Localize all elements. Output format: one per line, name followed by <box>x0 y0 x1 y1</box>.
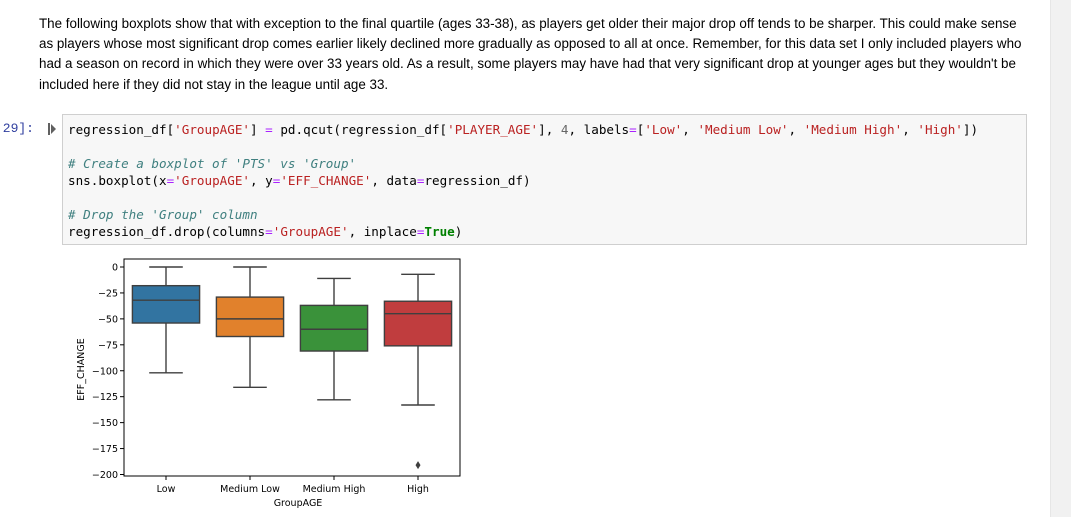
code-comment-line-6: # Drop the 'Group' column <box>68 207 258 222</box>
collapse-arrow-icon-glyph <box>48 123 56 135</box>
y-tick-label: −175 <box>92 444 118 455</box>
collapse-arrow-icon[interactable] <box>45 122 59 136</box>
markdown-cell-text: The following boxplots show that with ex… <box>39 16 1022 92</box>
y-tick-label: −100 <box>92 366 118 377</box>
boxplot-output: 0 −25 −50 −75 −100 −125 −150 −175 −200 Low Medium … <box>62 252 472 519</box>
y-axis-label: EFF_CHANGE <box>76 338 87 400</box>
x-tick-label: High <box>407 484 429 495</box>
code-text: regression_df['GroupAGE'] = pd.qcut(regr… <box>68 121 978 240</box>
cell-execution-count: 29]: <box>2 121 34 136</box>
box-medium-low <box>215 296 285 338</box>
y-tick-label: −50 <box>98 314 118 325</box>
x-tick-label: Medium High <box>303 484 366 495</box>
code-line-4: sns.boxplot(x='GroupAGE', y='EFF_CHANGE'… <box>68 173 531 188</box>
x-axis-label: GroupAGE <box>274 498 323 509</box>
x-tick-label: Low <box>157 484 176 495</box>
code-line-7: regression_df.drop(columns='GroupAGE', i… <box>68 224 463 239</box>
y-tick-label: −200 <box>92 470 118 481</box>
y-tick-label: −125 <box>92 392 118 403</box>
y-tick-label: 0 <box>112 263 118 274</box>
boxplot-chart: 0 −25 −50 −75 −100 −125 −150 −175 −200 Low Medium … <box>76 258 461 509</box>
y-tick-label: −75 <box>98 340 118 351</box>
y-tick-label: −150 <box>92 418 118 429</box>
box-low <box>131 284 201 324</box>
code-line-1: regression_df['GroupAGE'] = pd.qcut(regr… <box>68 122 979 137</box>
y-tick-label: −25 <box>98 288 118 299</box>
code-comment-line-3: # Create a boxplot of 'PTS' vs 'Group' <box>68 156 357 171</box>
page-scrollbar[interactable] <box>1050 0 1071 517</box>
outlier-marker <box>415 461 421 470</box>
code-cell-input[interactable]: regression_df['GroupAGE'] = pd.qcut(regr… <box>62 114 1027 245</box>
box-medium-high <box>299 304 369 352</box>
x-tick-label: Medium Low <box>220 484 280 495</box>
box-high <box>383 300 453 347</box>
